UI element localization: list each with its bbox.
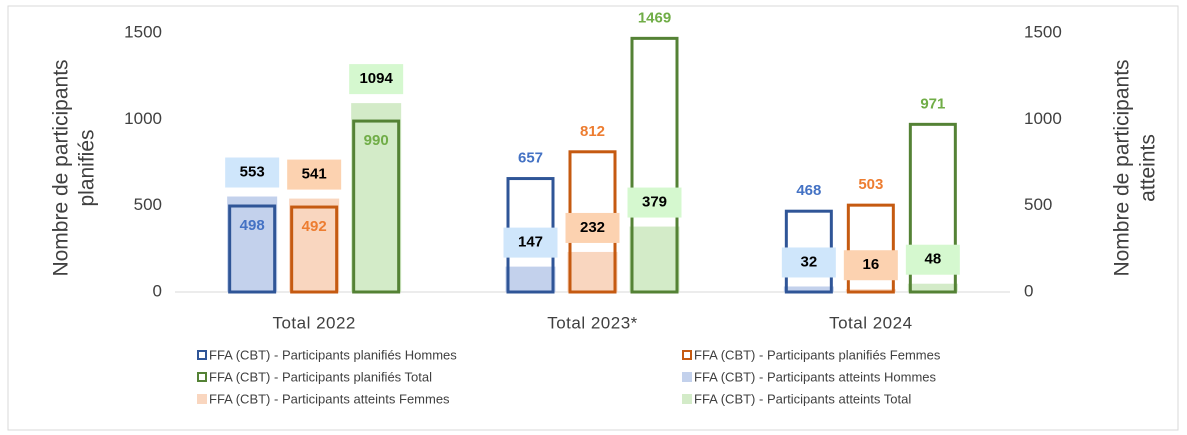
planned-value-label: 990	[364, 132, 389, 149]
achieved-value-label: 1094	[359, 70, 393, 87]
achieved-label-box	[781, 247, 836, 278]
y-tick-label: 0	[153, 281, 162, 300]
planned-bar	[228, 204, 277, 294]
legend-swatch	[682, 350, 692, 360]
achieved-bar	[227, 196, 278, 292]
legend-swatch	[682, 372, 692, 382]
achieved-label-box	[905, 244, 960, 275]
achieved-bar	[351, 103, 402, 293]
planned-value-label: 812	[580, 123, 605, 140]
legend-swatch	[197, 350, 207, 360]
y2-tick-label: 500	[1024, 195, 1052, 214]
achieved-label-box	[225, 157, 280, 188]
planned-value-label: 657	[518, 150, 543, 167]
y-axis-title-line: planifiés	[76, 129, 99, 206]
achieved-value-label: 32	[800, 253, 817, 270]
achieved-value-label: 553	[240, 163, 265, 180]
y2-tick-label: 1000	[1024, 109, 1062, 128]
achieved-value-label: 232	[580, 219, 605, 236]
planned-value-label: 492	[302, 218, 327, 235]
planned-bar	[290, 205, 339, 294]
legend-label: FFA (CBT) - Participants atteints Hommes	[694, 369, 937, 384]
y-axis-title: Nombre de participants planifiés	[50, 59, 99, 276]
planned-value-label: 1469	[638, 9, 671, 26]
y2-axis-title: Nombre de participants atteints	[1111, 59, 1160, 276]
achieved-label-box	[287, 159, 342, 190]
achieved-bar	[783, 286, 834, 292]
planned-value-label: 971	[920, 95, 945, 112]
y2-axis-title-line: atteints	[1137, 134, 1160, 202]
achieved-value-label: 16	[862, 256, 879, 273]
legend-swatch	[197, 394, 207, 404]
legend-swatch	[682, 394, 692, 404]
legend-label: FFA (CBT) - Participants atteints Total	[694, 391, 911, 406]
legend-label: FFA (CBT) - Participants planifiés Total	[209, 369, 432, 384]
planned-value-label: 503	[858, 176, 883, 193]
achieved-bar	[505, 266, 556, 292]
achieved-label-box	[349, 64, 404, 95]
achieved-bar	[289, 198, 340, 292]
achieved-label-box	[565, 212, 620, 243]
achieved-label-box	[503, 227, 558, 258]
planned-bar	[352, 119, 401, 294]
y2-tick-label: 1500	[1024, 22, 1062, 41]
y2-tick-label: 0	[1024, 281, 1033, 300]
legend-label: FFA (CBT) - Participants planifiés Homme…	[209, 347, 457, 362]
chart-border	[7, 5, 1179, 431]
achieved-bar	[629, 226, 680, 292]
planned-bar	[908, 122, 957, 294]
legend-swatch	[197, 372, 207, 382]
x-tick-label: Total 2023*	[547, 313, 638, 332]
planned-bar	[630, 36, 679, 294]
planned-value-label: 498	[240, 217, 265, 234]
x-tick-label: Total 2022	[272, 313, 355, 332]
legend-label: FFA (CBT) - Participants atteints Femmes	[209, 391, 450, 406]
achieved-value-label: 379	[642, 194, 667, 211]
planned-bar	[846, 203, 895, 294]
achieved-value-label: 48	[924, 251, 941, 268]
achieved-bar	[907, 283, 958, 292]
y-tick-label: 1500	[124, 22, 162, 41]
y2-axis-title-line: Nombre de participants	[1111, 59, 1134, 276]
achieved-label-box	[843, 250, 898, 281]
y-tick-label: 500	[134, 195, 162, 214]
achieved-value-label: 147	[518, 234, 543, 251]
planned-value-label: 468	[796, 182, 821, 199]
legend-label: FFA (CBT) - Participants planifiés Femme…	[694, 347, 941, 362]
y-axis-title-line: Nombre de participants	[50, 59, 73, 276]
achieved-value-label: 541	[302, 166, 327, 183]
achieved-bar	[567, 251, 618, 292]
x-tick-label: Total 2024	[829, 313, 912, 332]
y-tick-label: 1000	[124, 109, 162, 128]
achieved-label-box	[627, 187, 682, 218]
